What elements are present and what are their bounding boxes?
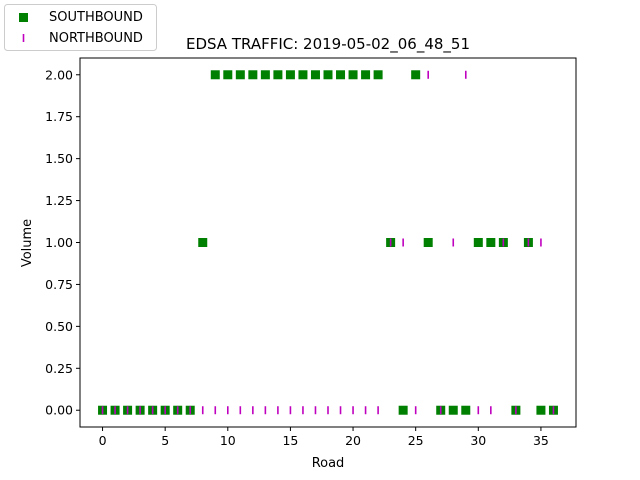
southbound-point [473,238,483,247]
y-tick-label: 1.75 [45,109,73,124]
legend-southbound-label: SOUTHBOUND [49,10,143,25]
southbound-point [448,405,458,415]
southbound-point [273,70,283,80]
y-tick-label: 0.25 [45,361,73,376]
southbound-point [298,70,308,80]
chart-title: EDSA TRAFFIC: 2019-05-02_06_48_51 [186,35,470,54]
southbound-point [210,70,220,80]
x-axis-label: Road [312,456,345,471]
southbound-point [235,70,245,80]
y-tick-label: 1.25 [45,193,73,208]
legend-northbound-label: NORTHBOUND [49,31,143,46]
southbound-point [198,238,208,247]
southbound-point [310,70,320,80]
southbound-point [461,405,471,415]
southbound-point [423,238,433,247]
southbound-point [536,405,546,415]
x-tick-label: 20 [345,433,361,448]
x-tick-label: 30 [470,433,486,448]
x-tick-label: 35 [533,433,549,448]
y-tick-label: 0.00 [45,403,73,418]
southbound-point [285,70,295,80]
southbound-point [223,70,233,80]
y-tick-label: 1.50 [45,151,73,166]
southbound-point [398,405,408,415]
x-tick-label: 15 [282,433,298,448]
southbound-point [260,70,270,80]
legend-southbound-marker [19,13,28,22]
x-axis: 0 5 10 15 20 25 30 35 [99,427,549,448]
southbound-point [248,70,258,80]
legend: SOUTHBOUND NORTHBOUND [4,4,157,51]
x-tick-label: 10 [220,433,236,448]
southbound-point [411,70,421,80]
plot-area [98,70,558,415]
y-tick-label: 0.50 [45,319,73,334]
y-tick-label: 0.75 [45,277,73,292]
southbound-point [486,238,496,247]
legend-box [4,4,157,51]
southbound-point [323,70,333,80]
southbound-point [373,70,383,80]
y-axis-label: Volume [20,219,35,267]
x-tick-label: 5 [161,433,169,448]
y-tick-label: 2.00 [45,67,73,82]
y-axis: 0.00 0.25 0.50 0.75 1.00 1.25 1.50 1.75 2.00 [45,67,80,418]
x-tick-label: 25 [408,433,424,448]
southbound-point [336,70,346,80]
y-tick-label: 1.00 [45,235,73,250]
southbound-point [348,70,358,80]
x-tick-label: 0 [99,433,107,448]
southbound-point [361,70,371,80]
